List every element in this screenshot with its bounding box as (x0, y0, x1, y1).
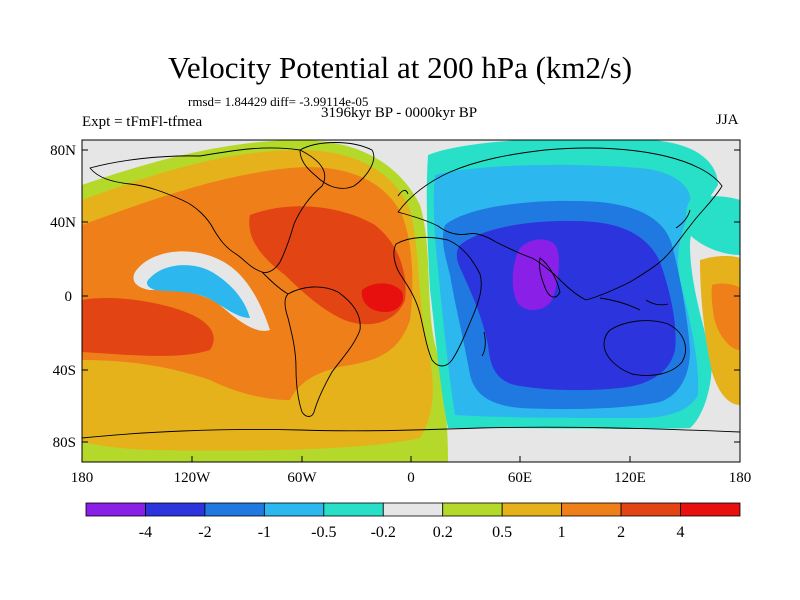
india-outline (539, 257, 561, 298)
eurasia-outline (397, 147, 723, 301)
lat-label-0: 0 (65, 289, 73, 305)
page-title: Velocity Potential at 200 hPa (km2/s) (167, 50, 633, 85)
latitude-labels: 80N 40N 0 40S 80S (50, 143, 76, 451)
contour-level-neg-4 (512, 239, 559, 311)
colorbar-labels: -4 -2 -1 -0.5 -0.2 0.2 0.5 1 2 4 (139, 524, 685, 541)
colorbar-label: -4 (139, 524, 152, 541)
contour-field (82, 140, 740, 462)
contour-level-4 (361, 283, 404, 312)
british-isles-outline (397, 189, 409, 197)
colorbar-swatch (85, 502, 146, 517)
colorbar-swatch (382, 502, 444, 517)
australia-outline (603, 320, 686, 376)
colorbar-swatch (323, 502, 384, 517)
colorbar-swatch (263, 502, 325, 517)
colorbar-swatch (501, 502, 563, 517)
colorbar-label: 4 (677, 524, 685, 541)
contour-level-neg-2 (456, 220, 676, 391)
africa-outline (393, 236, 482, 367)
rmsd-diff-stats: rmsd= 1.84429 diff= -3.99114e-05 (188, 94, 369, 109)
colorbar-swatch (442, 502, 503, 517)
lat-label-40S: 40S (53, 363, 76, 379)
colorbar-swatch (204, 502, 265, 517)
season-label: JJA (716, 112, 739, 128)
lat-label-80N: 80N (50, 143, 76, 159)
contour-level-neg-0.5-west (147, 265, 250, 318)
colorbar-label: 0.5 (492, 524, 512, 541)
axis-ticks (81, 149, 741, 462)
contour-level-2 (82, 206, 406, 356)
indonesia-outline (599, 297, 669, 311)
experiment-label: Expt = tFmFl-tfmea (82, 114, 203, 130)
contour-edge-east-neg (686, 196, 740, 255)
south-america-outline (284, 286, 361, 417)
lon-label-0: 0 (407, 470, 415, 486)
north-america-outline (89, 147, 326, 273)
antarctica-outline (82, 426, 740, 439)
lat-label-80S: 80S (53, 435, 76, 451)
lon-label-180-east: 180 (729, 470, 752, 486)
lon-label-180-west: 180 (71, 470, 94, 486)
greenland-outline (299, 142, 375, 189)
colorbar-label: 2 (617, 524, 625, 541)
colorbar-label: -0.5 (311, 524, 336, 541)
lon-label-120W: 120W (174, 470, 212, 486)
colorbar-label: -0.2 (371, 524, 396, 541)
contour-edge-east-pos2 (711, 283, 740, 350)
central-america-outline (261, 271, 289, 295)
colorbar-label: -1 (258, 524, 271, 541)
colorbar-swatch (561, 502, 622, 517)
lat-label-40N: 40N (50, 215, 76, 231)
colorbar-swatch (145, 502, 206, 517)
colorbar-label: -2 (198, 524, 211, 541)
colorbar-label: 1 (558, 524, 566, 541)
time-period-label: 3196kyr BP - 0000kyr BP (321, 105, 478, 121)
lon-label-60E: 60E (508, 470, 532, 486)
madagascar-outline (481, 331, 486, 357)
colorbar-swatch (680, 502, 741, 517)
colorbar-label: 0.2 (433, 524, 453, 541)
lon-label-120E: 120E (614, 470, 646, 486)
land-outlines (82, 142, 740, 439)
longitude-labels: 180 120W 60W 0 60E 120E 180 (71, 470, 752, 486)
colorbar-swatch (620, 502, 681, 517)
lon-label-60W: 60W (287, 470, 317, 486)
colorbar (85, 502, 741, 517)
japan-outline (675, 209, 691, 229)
